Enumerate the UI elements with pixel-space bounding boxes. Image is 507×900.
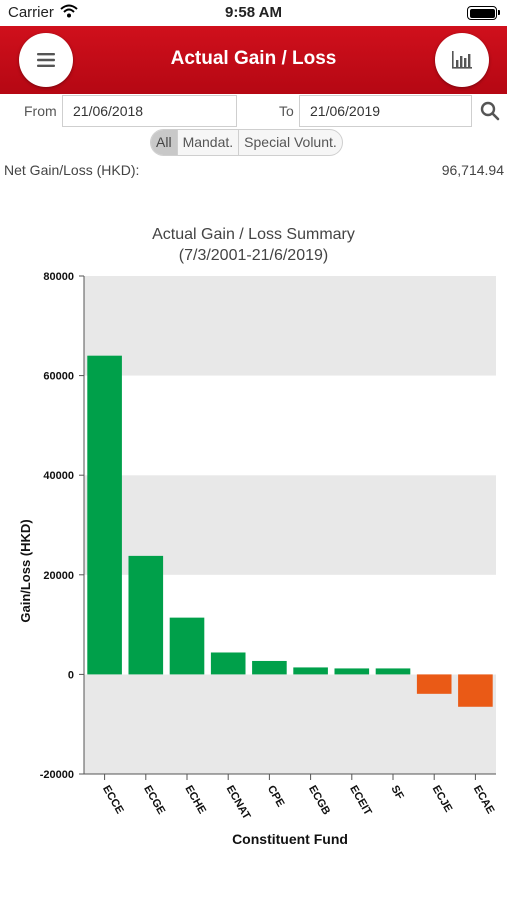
x-tick-label: ECCE bbox=[100, 784, 126, 816]
x-tick-label: ECJE bbox=[430, 784, 455, 815]
y-tick-label: 0 bbox=[68, 669, 74, 681]
grid-band bbox=[84, 375, 496, 476]
app-header: Actual Gain / Loss bbox=[0, 26, 507, 94]
x-tick-label: SF bbox=[388, 784, 406, 802]
y-tick-label: 40000 bbox=[43, 470, 74, 482]
x-tick-label: ECEIT bbox=[347, 784, 374, 818]
fund-type-segmented-control: All Mandat. Special Volunt. bbox=[150, 129, 343, 156]
y-tick-label: 60000 bbox=[43, 371, 74, 383]
bar-chart-icon bbox=[452, 51, 472, 69]
to-label: To bbox=[279, 103, 294, 119]
page-title: Actual Gain / Loss bbox=[170, 48, 337, 69]
wifi-icon bbox=[60, 4, 78, 22]
y-axis-title: Gain/Loss (HKD) bbox=[18, 519, 33, 622]
bar-ecgb bbox=[293, 667, 328, 675]
x-axis-title: Constituent Fund bbox=[232, 831, 348, 847]
net-gain-loss-label: Net Gain/Loss (HKD): bbox=[4, 162, 140, 178]
segment-mandatory[interactable]: Mandat. bbox=[178, 130, 240, 155]
bar-eceit bbox=[334, 668, 370, 675]
menu-button[interactable] bbox=[19, 33, 73, 87]
segment-all[interactable]: All bbox=[151, 130, 178, 155]
chart-subtitle: (7/3/2001-21/6/2019) bbox=[178, 247, 329, 264]
x-tick-label: CPE bbox=[265, 784, 287, 810]
bar-cpe bbox=[252, 660, 287, 675]
x-tick-label: ECGE bbox=[141, 784, 167, 817]
to-date-input[interactable] bbox=[299, 95, 472, 127]
bar-ecge bbox=[128, 555, 164, 675]
x-tick-label: ECHE bbox=[182, 784, 208, 816]
search-button[interactable] bbox=[473, 95, 507, 127]
bar-ecce bbox=[87, 355, 122, 675]
gain-loss-bar-chart: -20000 0 20000 40000 60000 80000 ECCE ECGE ECHE E… bbox=[18, 271, 497, 847]
bar-sf bbox=[375, 668, 411, 675]
hamburger-menu-icon bbox=[37, 53, 55, 67]
y-tick-label: 20000 bbox=[43, 570, 74, 582]
segment-special-voluntary[interactable]: Special Volunt. bbox=[244, 134, 337, 150]
battery-icon bbox=[467, 6, 500, 20]
net-gain-loss-row: Net Gain/Loss (HKD): 96,714.94 bbox=[0, 162, 507, 182]
x-tick-label: ECGB bbox=[306, 784, 332, 818]
clock-time: 9:58 AM bbox=[225, 4, 282, 21]
carrier-label: Carrier bbox=[8, 4, 54, 21]
x-tick-label: ECNAT bbox=[224, 784, 253, 822]
date-filter-row: From To bbox=[0, 94, 507, 128]
bar-ecae bbox=[458, 674, 493, 707]
x-tick-label: ECAE bbox=[471, 784, 497, 816]
grid-band bbox=[84, 276, 496, 376]
search-icon bbox=[480, 101, 500, 121]
chart-view-button[interactable] bbox=[435, 33, 489, 87]
bar-eche bbox=[169, 617, 205, 675]
net-gain-loss-value: 96,714.94 bbox=[441, 162, 504, 178]
y-tick-label: -20000 bbox=[40, 769, 74, 781]
bar-ecnat bbox=[210, 652, 246, 675]
from-date-input[interactable] bbox=[62, 95, 237, 127]
y-tick-label: 80000 bbox=[43, 271, 74, 283]
from-label: From bbox=[24, 103, 57, 119]
bar-ecje bbox=[416, 674, 452, 694]
chart-title: Actual Gain / Loss Summary bbox=[152, 226, 355, 243]
status-bar: Carrier 9:58 AM bbox=[0, 0, 507, 26]
